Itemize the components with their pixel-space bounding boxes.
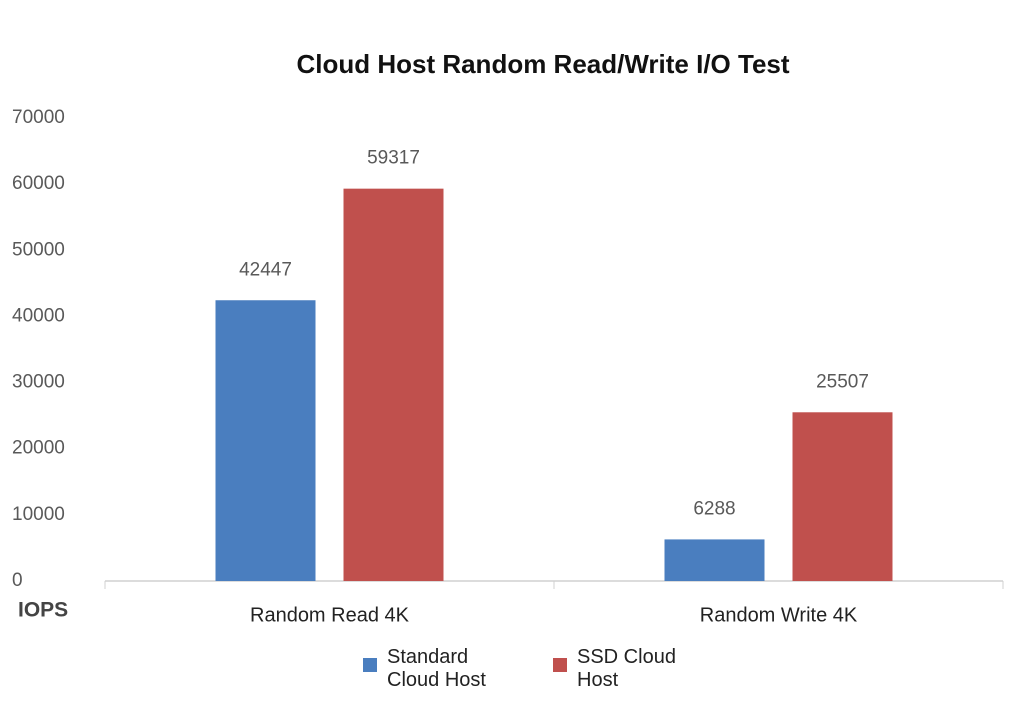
bar — [664, 539, 765, 581]
y-tick-label: 70000 — [12, 107, 65, 128]
y-tick-label: 50000 — [12, 239, 65, 260]
y-tick-label: 10000 — [12, 504, 65, 525]
x-tick-label: Random Read 4K — [250, 604, 410, 626]
y-tick-label: 40000 — [12, 305, 65, 326]
value-label: 6288 — [693, 498, 735, 519]
legend-label: Standard Cloud Host — [387, 646, 486, 691]
legend-swatch — [363, 658, 377, 672]
chart-title: Cloud Host Random Read/Write I/O Test — [296, 49, 789, 79]
bar — [343, 188, 444, 582]
value-label: 25507 — [816, 371, 869, 392]
legend-item: SSD Cloud Host — [553, 646, 703, 692]
legend-swatch — [553, 658, 567, 672]
y-tick-label: 30000 — [12, 372, 65, 393]
y-tick-label: 0 — [12, 570, 23, 591]
x-tick-label: Random Write 4K — [700, 604, 858, 626]
legend-item: Standard Cloud Host — [363, 646, 513, 692]
value-label: 59317 — [367, 148, 420, 169]
bar — [792, 412, 893, 581]
y-axis-label: IOPS — [18, 599, 68, 622]
y-tick-label: 60000 — [12, 173, 65, 194]
value-label: 42447 — [239, 259, 292, 280]
legend: Standard Cloud Host SSD Cloud Host — [363, 646, 703, 692]
y-tick-label: 20000 — [12, 438, 65, 459]
bar — [215, 300, 316, 581]
legend-label: SSD Cloud Host — [577, 646, 676, 691]
